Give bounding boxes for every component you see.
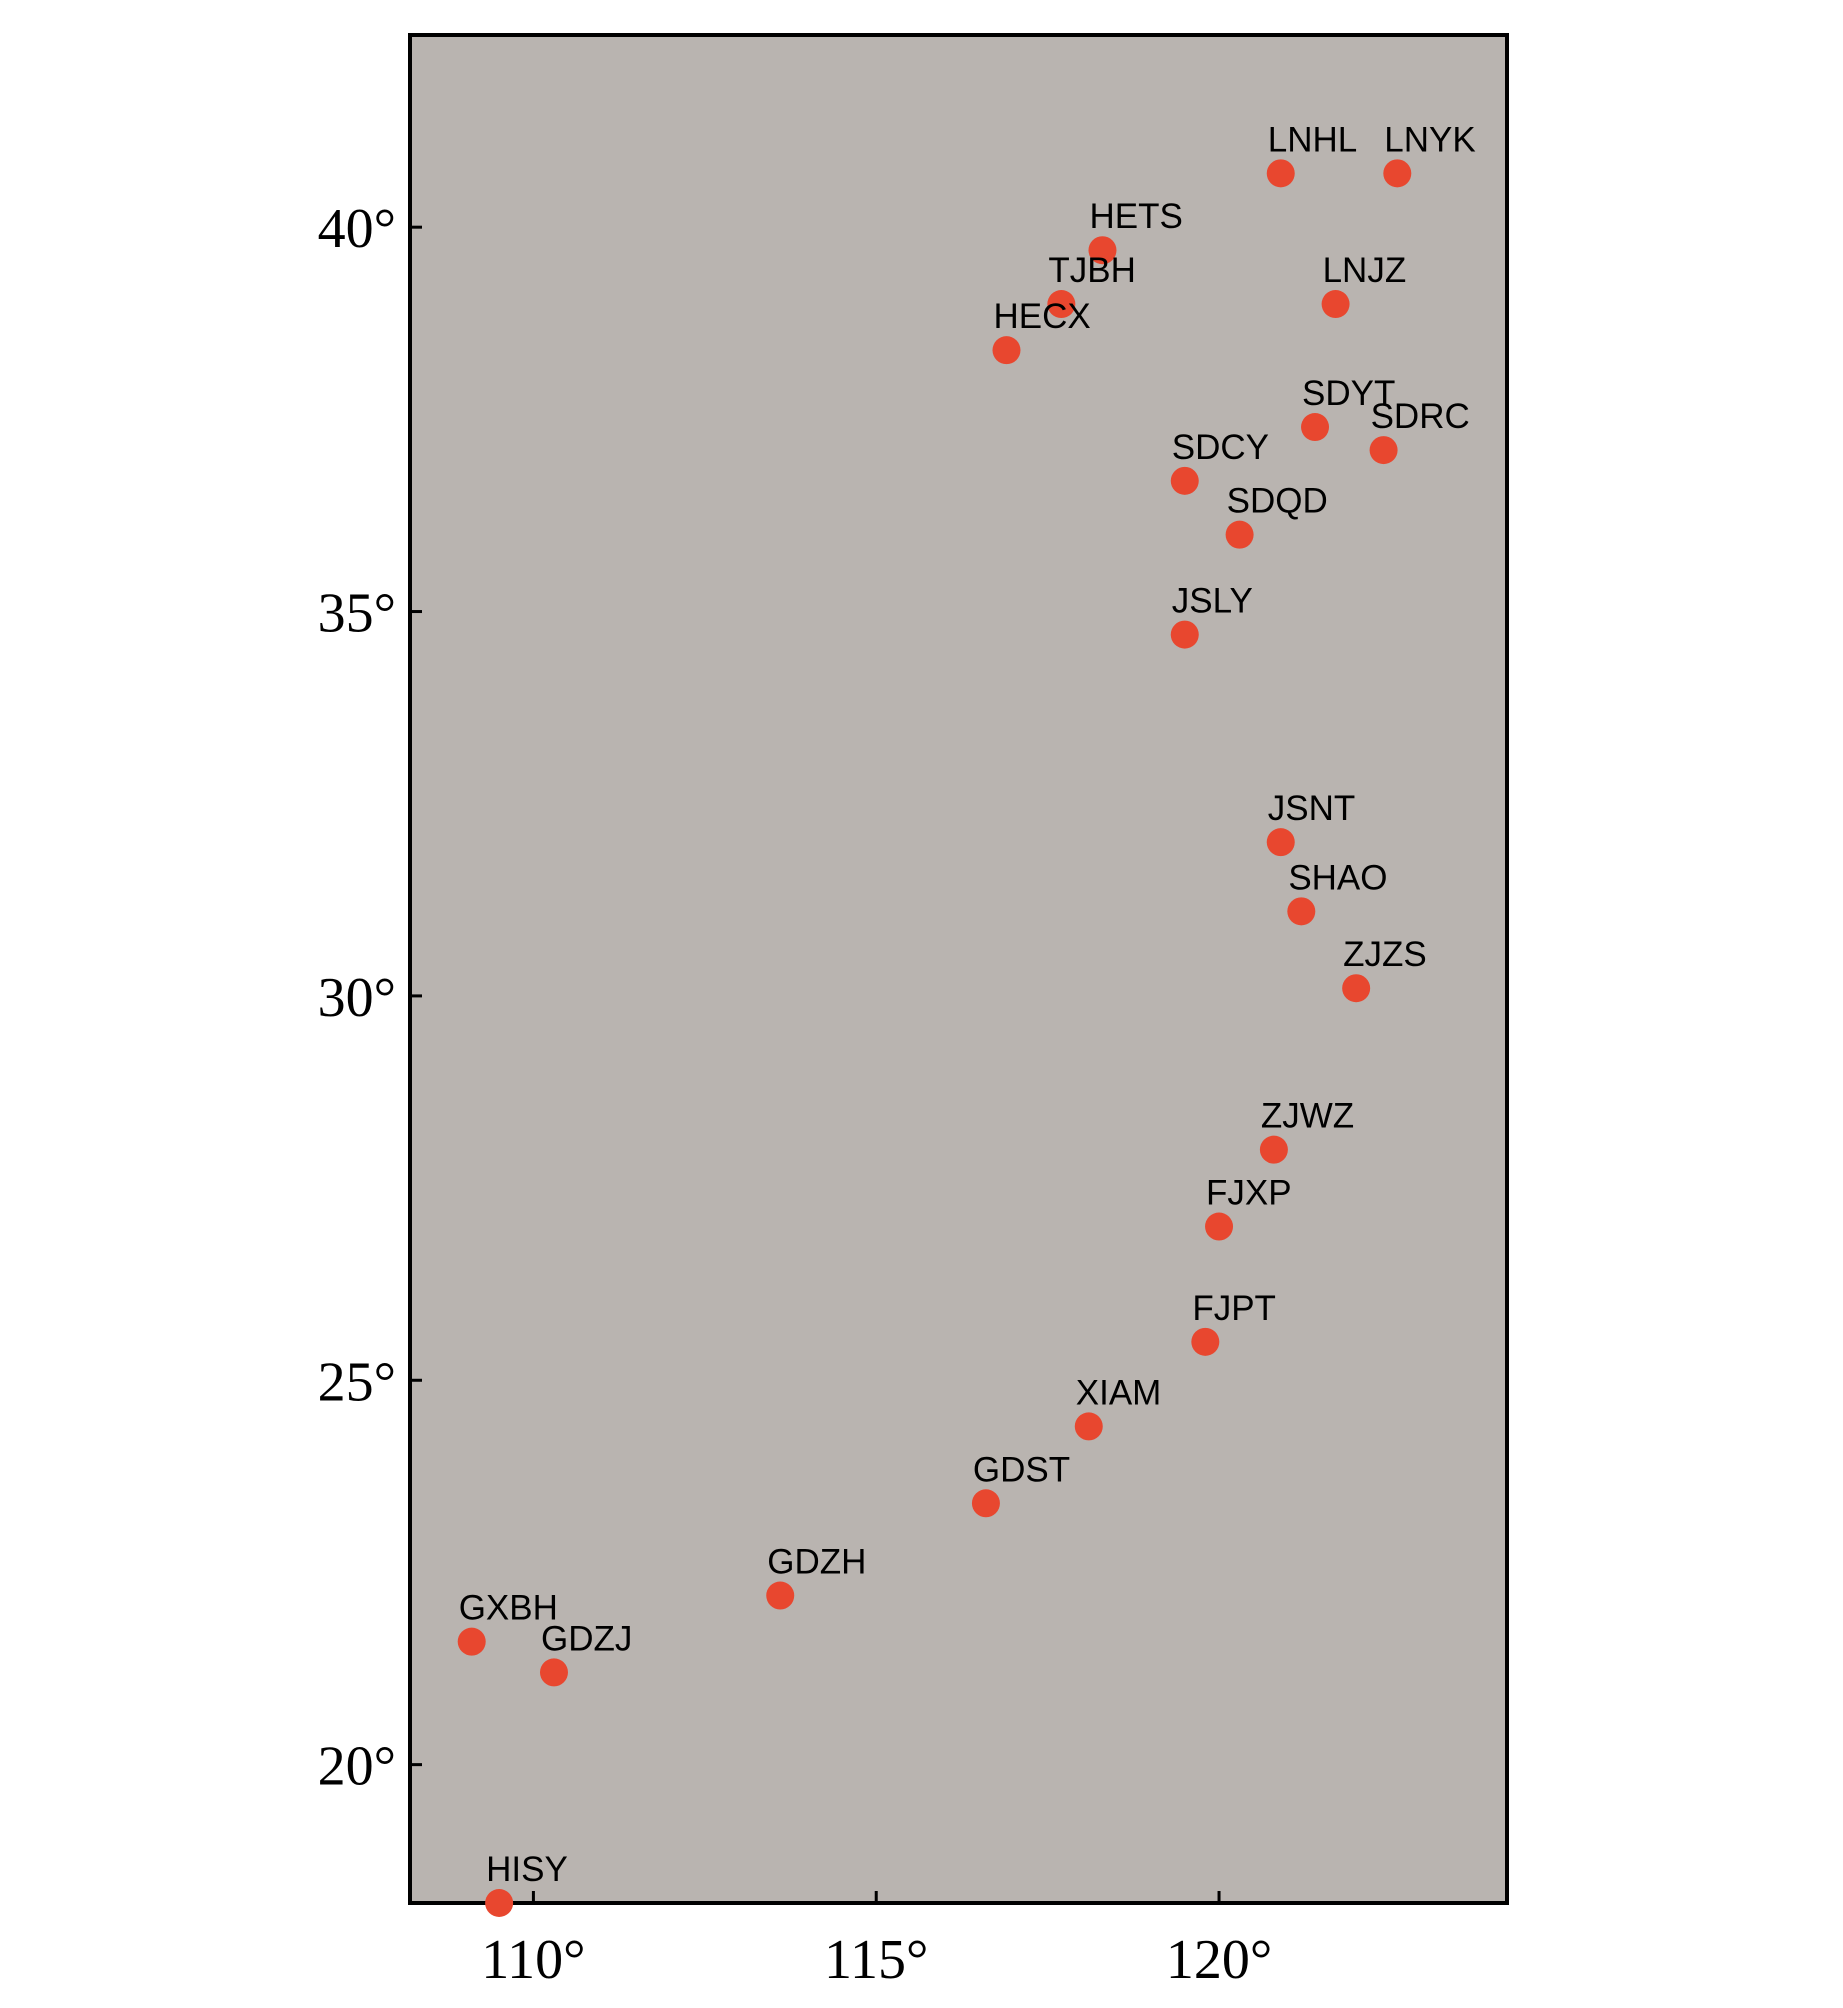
- station-label: GDZJ: [541, 1619, 632, 1658]
- station-point: [1259, 1135, 1288, 1164]
- station-point: [1369, 436, 1398, 465]
- station-label: GXBH: [459, 1589, 558, 1628]
- station-label: LNYK: [1384, 120, 1475, 159]
- station-shao: SHAO: [1287, 858, 1388, 926]
- station-point: [971, 1489, 1000, 1518]
- station-point: [1191, 1327, 1220, 1356]
- map-background: [408, 33, 1509, 1905]
- station-hisy: HISY: [485, 1850, 568, 1917]
- station-sdcy: SDCY: [1170, 428, 1269, 495]
- station-point: [485, 1889, 514, 1917]
- station-label: ZJZS: [1343, 935, 1427, 974]
- station-hets: HETS: [1088, 197, 1183, 265]
- y-axis: 20° 25° 30° 35° 40°: [318, 198, 422, 1798]
- station-label: GDST: [973, 1450, 1070, 1489]
- station-point: [1342, 974, 1371, 1003]
- x-tick-label: 110°: [481, 1929, 585, 1991]
- x-axis: 110° 115° 120°: [481, 1891, 1272, 1991]
- station-point: [1205, 1212, 1234, 1241]
- station-label: LNHL: [1268, 120, 1357, 159]
- station-label: LNJZ: [1323, 251, 1407, 290]
- station-sdrc: SDRC: [1369, 397, 1470, 465]
- station-point: [539, 1658, 568, 1687]
- station-fjpt: FJPT: [1191, 1289, 1276, 1356]
- station-point: [1266, 828, 1295, 857]
- station-lnhl: LNHL: [1266, 120, 1357, 188]
- station-label: SDCY: [1172, 428, 1269, 467]
- station-label: SHAO: [1288, 858, 1387, 897]
- x-tick-label: 115°: [824, 1929, 928, 1991]
- station-sdqd: SDQD: [1225, 482, 1328, 549]
- station-point: [1074, 1412, 1103, 1441]
- y-tick-label: 20°: [318, 1736, 396, 1798]
- station-label: ZJWZ: [1261, 1097, 1354, 1136]
- station-jsly: JSLY: [1170, 582, 1253, 649]
- station-point: [1383, 159, 1412, 188]
- station-tjbh: TJBH: [1047, 251, 1136, 319]
- station-point: [1301, 413, 1330, 442]
- y-tick-label: 25°: [318, 1351, 396, 1413]
- station-label: JSNT: [1268, 789, 1356, 828]
- station-point: [1088, 236, 1117, 265]
- station-gxbh: GXBH: [457, 1589, 558, 1656]
- station-xiam: XIAM: [1074, 1373, 1162, 1441]
- station-fjxp: FJXP: [1205, 1174, 1292, 1241]
- y-tick-label: 40°: [318, 198, 396, 260]
- station-point: [1266, 159, 1295, 188]
- station-label: SDQD: [1227, 482, 1328, 521]
- station-lnyk: LNYK: [1383, 120, 1476, 188]
- station-zjzs: ZJZS: [1342, 935, 1427, 1003]
- station-point: [1287, 897, 1316, 926]
- station-gdzh: GDZH: [766, 1543, 866, 1610]
- station-point: [1170, 466, 1199, 495]
- station-gdzj: GDZJ: [539, 1619, 632, 1687]
- y-tick-label: 35°: [318, 583, 396, 645]
- station-hecx: HECX: [992, 297, 1091, 365]
- station-label: HETS: [1089, 197, 1182, 236]
- station-zjwz: ZJWZ: [1259, 1097, 1354, 1164]
- station-label: HECX: [993, 297, 1090, 336]
- station-label: SDYT: [1302, 374, 1395, 413]
- station-gdst: GDST: [971, 1450, 1070, 1518]
- station-sdyt: SDYT: [1301, 374, 1395, 442]
- station-label: JSLY: [1172, 582, 1253, 621]
- station-label: HISY: [486, 1850, 568, 1889]
- station-label: XIAM: [1076, 1373, 1162, 1412]
- y-tick-label: 30°: [318, 967, 396, 1029]
- station-point: [766, 1581, 795, 1610]
- station-label: FJXP: [1206, 1174, 1292, 1213]
- x-tick-label: 120°: [1166, 1929, 1272, 1991]
- station-point: [1170, 620, 1199, 649]
- station-label: FJPT: [1192, 1289, 1276, 1328]
- station-point: [1225, 520, 1254, 549]
- station-lnjz: LNJZ: [1321, 251, 1407, 319]
- station-point: [1321, 290, 1350, 319]
- station-label: GDZH: [767, 1543, 866, 1582]
- station-label: TJBH: [1048, 251, 1136, 290]
- station-jsnt: JSNT: [1266, 789, 1356, 857]
- station-point: [992, 336, 1021, 365]
- station-point: [1047, 290, 1076, 319]
- station-label: SDRC: [1371, 397, 1470, 436]
- station-point: [457, 1627, 486, 1656]
